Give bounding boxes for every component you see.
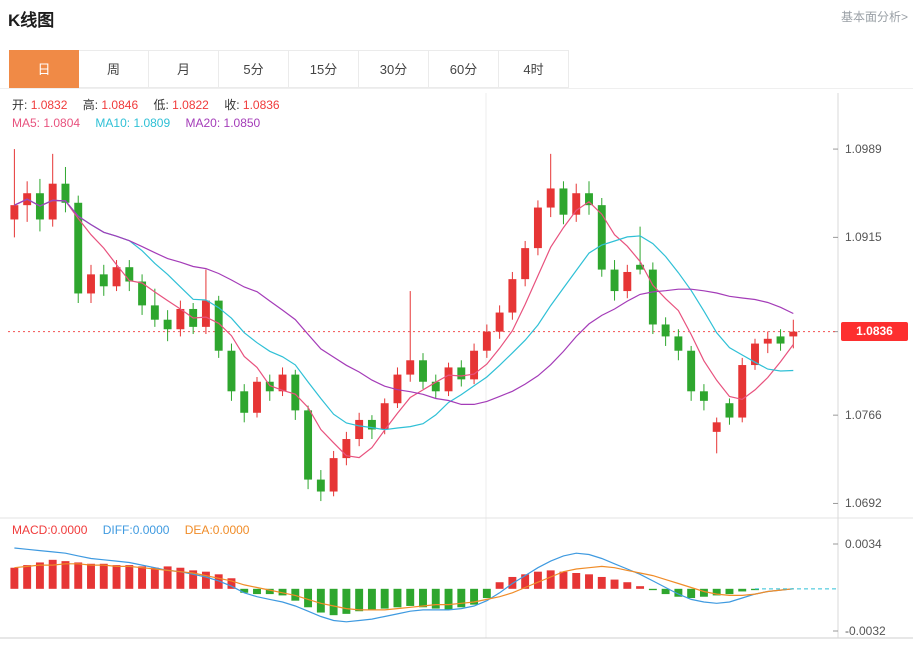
ma20-label: MA20: [185, 116, 221, 130]
y-axis-label: 1.0915 [845, 230, 882, 244]
tab-60min[interactable]: 60分 [429, 50, 499, 88]
dea-value: 0.0000 [212, 523, 250, 537]
ohlc-legend: 开: 1.0832 高: 1.0846 低: 1.0822 收: 1.0836 [12, 96, 292, 113]
current-price-tag: 1.0836 [841, 322, 908, 341]
diff-value: 0.0000 [132, 523, 170, 537]
high-label: 高: [82, 98, 99, 112]
ma5-value: 1.0804 [43, 116, 81, 130]
ma10-value: 1.0809 [133, 116, 171, 130]
close-value: 1.0836 [242, 98, 280, 112]
high-value: 1.0846 [101, 98, 139, 112]
ma5-label: MA5: [12, 116, 41, 130]
ma20-value: 1.0850 [223, 116, 261, 130]
ma10-label: MA10: [95, 116, 131, 130]
diff-label: DIFF: [102, 523, 133, 537]
close-label: 收: [224, 98, 240, 112]
low-label: 低: [153, 98, 169, 112]
page-title: K线图 [8, 11, 55, 30]
fundamental-analysis-link[interactable]: 基本面分析> [840, 10, 908, 24]
tab-4hour[interactable]: 4时 [499, 50, 569, 88]
dea-label: DEA: [184, 523, 213, 537]
open-value: 1.0832 [30, 98, 68, 112]
low-value: 1.0822 [172, 98, 209, 112]
tab-5min[interactable]: 5分 [219, 50, 289, 88]
macd-value: 0.0000 [50, 523, 88, 537]
open-label: 开: [12, 98, 28, 112]
tab-week[interactable]: 周 [79, 50, 149, 88]
tab-day[interactable]: 日 [9, 50, 79, 88]
chart-canvas[interactable] [0, 89, 913, 646]
period-tabbar: 日 周 月 5分 15分 30分 60分 4时 [9, 50, 569, 88]
ma-legend: MA5: 1.0804 MA10: 1.0809 MA20: 1.0850 [12, 116, 272, 130]
tab-month[interactable]: 月 [149, 50, 219, 88]
y-axis-label: 1.0692 [845, 496, 882, 510]
macd-legend: MACD:0.0000 DIFF:0.0000 DEA:0.0000 [12, 523, 261, 537]
y-axis-label: 1.0766 [845, 408, 882, 422]
y-axis-label: 1.0989 [845, 142, 882, 156]
chart-area: 开: 1.0832 高: 1.0846 低: 1.0822 收: 1.0836 … [0, 88, 913, 645]
macd-axis-label: 0.0034 [845, 537, 882, 551]
tab-15min[interactable]: 15分 [289, 50, 359, 88]
tab-30min[interactable]: 30分 [359, 50, 429, 88]
macd-label: MACD: [12, 523, 51, 537]
macd-axis-label: -0.0032 [845, 624, 886, 638]
